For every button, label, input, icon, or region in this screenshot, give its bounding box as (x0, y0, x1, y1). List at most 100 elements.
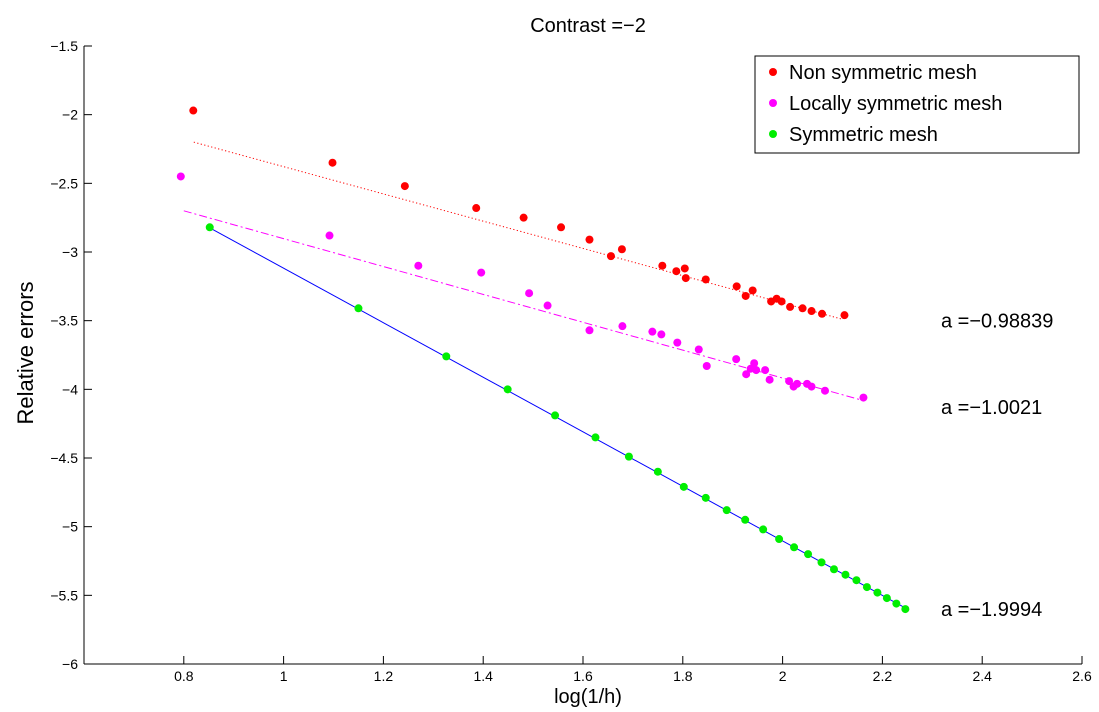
data-point-series-1 (472, 204, 481, 213)
data-point-series-2 (752, 366, 761, 375)
x-tick-label: 1 (280, 668, 288, 684)
data-point-series-1 (840, 311, 849, 320)
fit-line-series-1 (193, 141, 843, 320)
x-tick-label: 1.6 (573, 668, 593, 684)
data-point-series-1 (189, 106, 198, 115)
legend-label-series-1: Non symmetric mesh (789, 62, 977, 84)
data-point-series-2 (176, 172, 185, 181)
data-point-series-3 (205, 223, 214, 232)
data-point-series-3 (442, 352, 451, 361)
data-point-series-2 (859, 393, 868, 402)
data-point-series-1 (617, 245, 626, 254)
data-point-series-3 (653, 467, 662, 476)
data-point-series-2 (732, 355, 741, 364)
x-tick-label: 1.8 (673, 668, 693, 684)
data-point-series-3 (354, 304, 363, 313)
x-axis-label: log(1/h) (554, 686, 622, 708)
data-point-series-2 (657, 330, 666, 339)
data-point-series-3 (862, 583, 871, 592)
data-point-series-3 (722, 506, 731, 515)
legend-marker-series-1 (769, 68, 777, 76)
data-point-series-3 (901, 605, 910, 614)
data-point-series-2 (821, 386, 830, 395)
data-point-series-2 (543, 301, 552, 310)
data-point-series-3 (817, 558, 826, 567)
data-point-series-1 (519, 213, 528, 222)
data-point-series-1 (557, 223, 566, 232)
data-point-series-2 (694, 345, 703, 354)
data-point-series-3 (759, 525, 768, 534)
data-point-series-1 (672, 267, 681, 276)
data-point-series-3 (741, 515, 750, 524)
data-point-series-1 (400, 182, 409, 191)
x-tick-label: 2.6 (1072, 668, 1092, 684)
data-point-series-2 (414, 261, 423, 270)
data-point-series-1 (786, 302, 795, 311)
data-point-series-3 (503, 385, 512, 394)
legend-label-series-3: Symmetric mesh (789, 124, 938, 146)
x-tick-label: 2 (779, 668, 787, 684)
data-point-series-3 (624, 452, 633, 461)
data-point-series-2 (525, 289, 534, 298)
data-point-series-3 (790, 543, 799, 552)
data-points (176, 106, 910, 614)
data-point-series-3 (873, 588, 882, 597)
legend: Non symmetric mesh Locally symmetric mesh… (754, 55, 1080, 154)
data-point-series-3 (551, 411, 560, 420)
data-point-series-2 (585, 326, 594, 335)
data-point-series-3 (804, 550, 813, 559)
data-point-series-3 (882, 594, 891, 603)
data-point-series-2 (648, 327, 657, 336)
y-tick-label: −3 (62, 244, 78, 260)
y-tick-label: −6 (62, 656, 78, 672)
data-point-series-1 (680, 264, 689, 273)
slope-label-series-1: a =−0.98839 (941, 311, 1053, 333)
x-tick-label: 0.8 (174, 668, 194, 684)
y-tick-label: −2.5 (50, 175, 78, 191)
data-point-series-2 (477, 268, 486, 277)
data-point-series-2 (807, 382, 816, 391)
data-point-series-2 (761, 366, 770, 375)
data-point-series-3 (852, 576, 861, 585)
x-tick-label: 2.2 (873, 668, 893, 684)
slope-label-series-2: a =−1.0021 (941, 397, 1042, 419)
y-axis-label: Relative errors (13, 281, 38, 424)
y-tick-label: −3.5 (50, 313, 78, 329)
legend-marker-series-2 (769, 99, 777, 107)
slope-labels: a =−0.98839 a =−1.0021 a =−1.9994 (941, 311, 1053, 621)
data-point-series-1 (818, 309, 827, 318)
y-tick-label: −5 (62, 519, 78, 535)
data-point-series-2 (793, 379, 802, 388)
data-point-series-1 (701, 275, 710, 284)
ticks: 0.8 1 1.2 1.4 1.6 1.8 2 2.2 2.4 2.6 −1.5 −2 −2.5 −3 −3… (50, 38, 1092, 684)
data-point-series-1 (777, 297, 786, 306)
data-point-series-1 (658, 261, 667, 270)
legend-marker-series-3 (769, 130, 777, 138)
data-point-series-1 (328, 158, 337, 167)
legend-label-series-2: Locally symmetric mesh (789, 93, 1002, 115)
legend-box (754, 55, 1080, 154)
data-point-series-2 (673, 338, 682, 347)
data-point-series-3 (679, 482, 688, 491)
data-point-series-2 (618, 322, 627, 331)
chart-title: Contrast =−2 (530, 15, 646, 37)
data-point-series-3 (841, 570, 850, 579)
data-point-series-3 (829, 565, 838, 574)
y-tick-label: −5.5 (50, 587, 78, 603)
data-point-series-1 (606, 252, 615, 261)
data-point-series-3 (591, 433, 600, 442)
data-point-series-1 (798, 304, 807, 313)
data-point-series-2 (785, 377, 794, 386)
data-point-series-3 (892, 599, 901, 608)
y-tick-label: −1.5 (50, 38, 78, 54)
data-point-series-1 (741, 291, 750, 300)
data-point-series-1 (681, 274, 690, 283)
data-point-series-1 (748, 286, 757, 295)
y-tick-label: −4 (62, 381, 78, 397)
data-point-series-2 (765, 375, 774, 384)
slope-label-series-3: a =−1.9994 (941, 599, 1042, 621)
data-point-series-2 (325, 231, 334, 240)
data-point-series-1 (585, 235, 594, 244)
y-tick-label: −4.5 (50, 450, 78, 466)
